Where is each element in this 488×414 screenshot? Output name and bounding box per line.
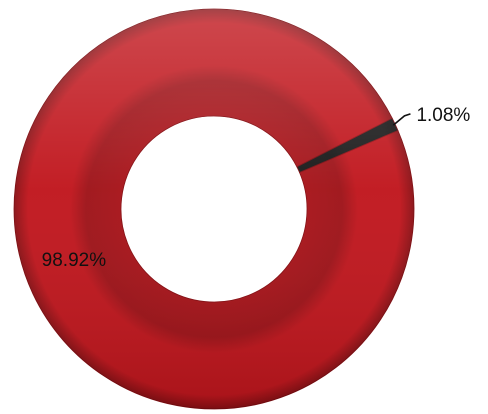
- leader-line-1: [392, 113, 411, 126]
- data-label-2: 98.92%: [42, 250, 107, 271]
- donut-shading: [13, 8, 415, 410]
- data-labels: 1.08% 98.92%: [42, 105, 471, 271]
- ring-gloss: [13, 8, 415, 410]
- data-label-1: 1.08%: [416, 105, 470, 126]
